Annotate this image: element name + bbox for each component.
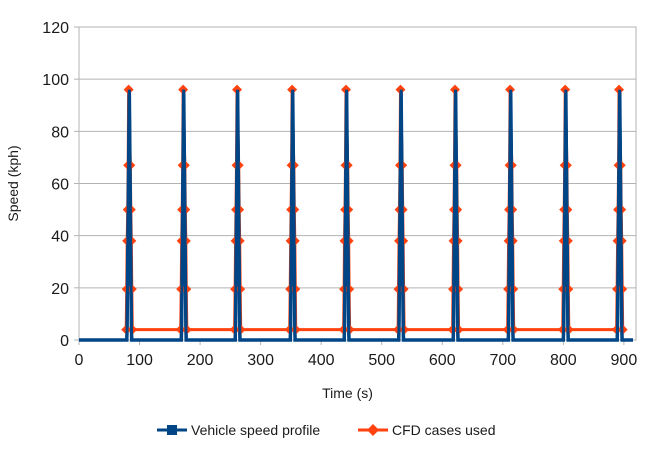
y-tick-label: 80 bbox=[51, 124, 69, 141]
y-tick-label: 40 bbox=[51, 229, 69, 246]
y-tick-label: 120 bbox=[42, 20, 69, 37]
legend-item-cfd-cases: CFD cases used bbox=[358, 422, 495, 438]
series-cfd-cases bbox=[124, 88, 625, 332]
x-tick-label: 600 bbox=[429, 352, 456, 369]
x-tick-label: 200 bbox=[187, 352, 214, 369]
y-tick-label: 20 bbox=[51, 281, 69, 298]
x-tick-label: 700 bbox=[489, 352, 516, 369]
legend: Vehicle speed profile CFD cases used bbox=[0, 420, 651, 444]
x-tick-label: 400 bbox=[308, 352, 335, 369]
x-tick-label: 300 bbox=[247, 352, 274, 369]
series-vehicle-speed-overlay bbox=[79, 89, 633, 342]
x-axis-label: Time (s) bbox=[322, 385, 373, 401]
legend-label-cfd-cases: CFD cases used bbox=[392, 422, 496, 438]
legend-label-vehicle-speed: Vehicle speed profile bbox=[191, 422, 321, 438]
chart-canvas: 0 20 40 60 80 100 120 0 100 200 300 400 500 600 700 800… bbox=[5, 20, 638, 401]
diamond-marker-icon bbox=[358, 424, 388, 436]
x-tick-label: 100 bbox=[126, 352, 153, 369]
series-vehicle-speed bbox=[79, 89, 633, 342]
x-tick-label: 500 bbox=[368, 352, 395, 369]
legend-item-vehicle-speed: Vehicle speed profile bbox=[157, 422, 320, 438]
y-axis-label: Speed (kph) bbox=[5, 145, 21, 221]
x-tick-label: 800 bbox=[550, 352, 577, 369]
y-tick-label: 60 bbox=[51, 177, 69, 194]
y-tick-label: 0 bbox=[60, 333, 69, 350]
y-tick-label: 100 bbox=[42, 72, 69, 89]
x-tick-label: 0 bbox=[75, 352, 84, 369]
x-tick-label: 900 bbox=[611, 352, 638, 369]
square-marker-icon bbox=[157, 425, 187, 435]
